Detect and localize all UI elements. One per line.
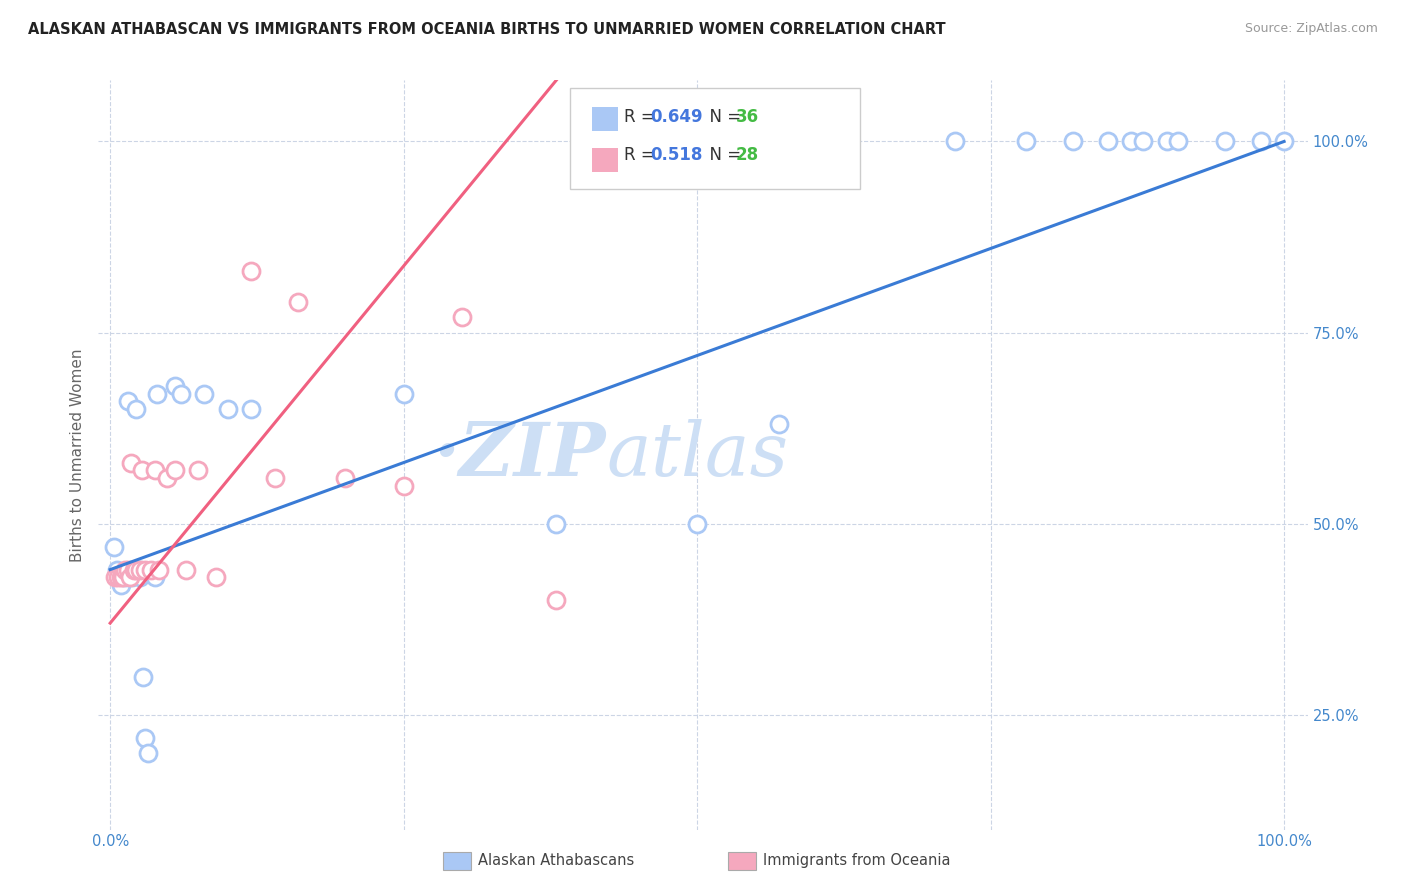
Point bbox=[163, 379, 186, 393]
Text: R =: R = bbox=[624, 146, 661, 164]
Text: ·ZIP: ·ZIP bbox=[434, 418, 606, 491]
Point bbox=[134, 563, 156, 577]
Point bbox=[131, 463, 153, 477]
Point bbox=[128, 563, 150, 577]
Point bbox=[134, 731, 156, 745]
Point bbox=[1097, 135, 1119, 149]
Text: Source: ZipAtlas.com: Source: ZipAtlas.com bbox=[1244, 22, 1378, 36]
Point bbox=[132, 670, 155, 684]
Point bbox=[128, 570, 150, 584]
Point bbox=[125, 402, 148, 417]
Text: R =: R = bbox=[624, 108, 661, 126]
Point bbox=[117, 563, 139, 577]
Point bbox=[1132, 135, 1154, 149]
Point bbox=[193, 386, 215, 401]
Point bbox=[143, 463, 166, 477]
Point bbox=[143, 570, 166, 584]
Point bbox=[104, 570, 127, 584]
Point bbox=[546, 516, 568, 531]
Point bbox=[240, 264, 263, 278]
Point bbox=[187, 463, 209, 477]
Point bbox=[120, 563, 142, 577]
Point bbox=[121, 570, 143, 584]
Point bbox=[204, 570, 226, 584]
Point bbox=[1121, 135, 1143, 149]
Point bbox=[148, 563, 170, 577]
Text: Alaskan Athabascans: Alaskan Athabascans bbox=[478, 854, 634, 868]
Point bbox=[392, 386, 415, 401]
Text: ALASKAN ATHABASCAN VS IMMIGRANTS FROM OCEANIA BIRTHS TO UNMARRIED WOMEN CORRELAT: ALASKAN ATHABASCAN VS IMMIGRANTS FROM OC… bbox=[28, 22, 946, 37]
Point bbox=[110, 578, 132, 592]
Point bbox=[1272, 135, 1295, 149]
Text: 28: 28 bbox=[735, 146, 759, 164]
Point bbox=[240, 402, 263, 417]
Point bbox=[141, 563, 163, 577]
Text: 0.649: 0.649 bbox=[650, 108, 703, 126]
Point bbox=[117, 570, 139, 584]
Point bbox=[287, 295, 309, 310]
Point bbox=[546, 593, 568, 607]
Text: N =: N = bbox=[699, 108, 747, 126]
FancyBboxPatch shape bbox=[592, 148, 619, 171]
Point bbox=[128, 563, 150, 577]
Point bbox=[169, 386, 191, 401]
Point bbox=[146, 386, 169, 401]
Y-axis label: Births to Unmarried Women: Births to Unmarried Women bbox=[69, 348, 84, 562]
Point bbox=[107, 570, 129, 584]
Point bbox=[1062, 135, 1084, 149]
Point bbox=[217, 402, 239, 417]
Point bbox=[333, 471, 356, 485]
Point bbox=[1156, 135, 1178, 149]
Point bbox=[1015, 135, 1038, 149]
Point bbox=[120, 570, 142, 584]
FancyBboxPatch shape bbox=[592, 107, 619, 131]
Point bbox=[112, 570, 135, 584]
Point bbox=[392, 478, 415, 492]
Point bbox=[1250, 135, 1272, 149]
Point bbox=[768, 417, 790, 432]
Point bbox=[105, 563, 128, 577]
Text: 36: 36 bbox=[735, 108, 759, 126]
Point bbox=[112, 570, 135, 584]
Text: Immigrants from Oceania: Immigrants from Oceania bbox=[763, 854, 950, 868]
Text: 0.518: 0.518 bbox=[650, 146, 702, 164]
Point bbox=[945, 135, 967, 149]
FancyBboxPatch shape bbox=[569, 87, 860, 189]
Text: atlas: atlas bbox=[606, 418, 789, 491]
Point bbox=[110, 570, 132, 584]
Point bbox=[103, 540, 125, 554]
Point bbox=[114, 563, 136, 577]
Point bbox=[120, 456, 142, 470]
Point bbox=[117, 394, 139, 409]
Point bbox=[122, 563, 145, 577]
Point bbox=[1167, 135, 1189, 149]
Point bbox=[1215, 135, 1237, 149]
Text: N =: N = bbox=[699, 146, 747, 164]
Point bbox=[136, 746, 159, 760]
Point bbox=[451, 310, 474, 325]
Point bbox=[155, 471, 177, 485]
Point bbox=[176, 563, 198, 577]
Point bbox=[263, 471, 285, 485]
Point bbox=[686, 516, 709, 531]
Point bbox=[163, 463, 186, 477]
Point bbox=[125, 563, 148, 577]
